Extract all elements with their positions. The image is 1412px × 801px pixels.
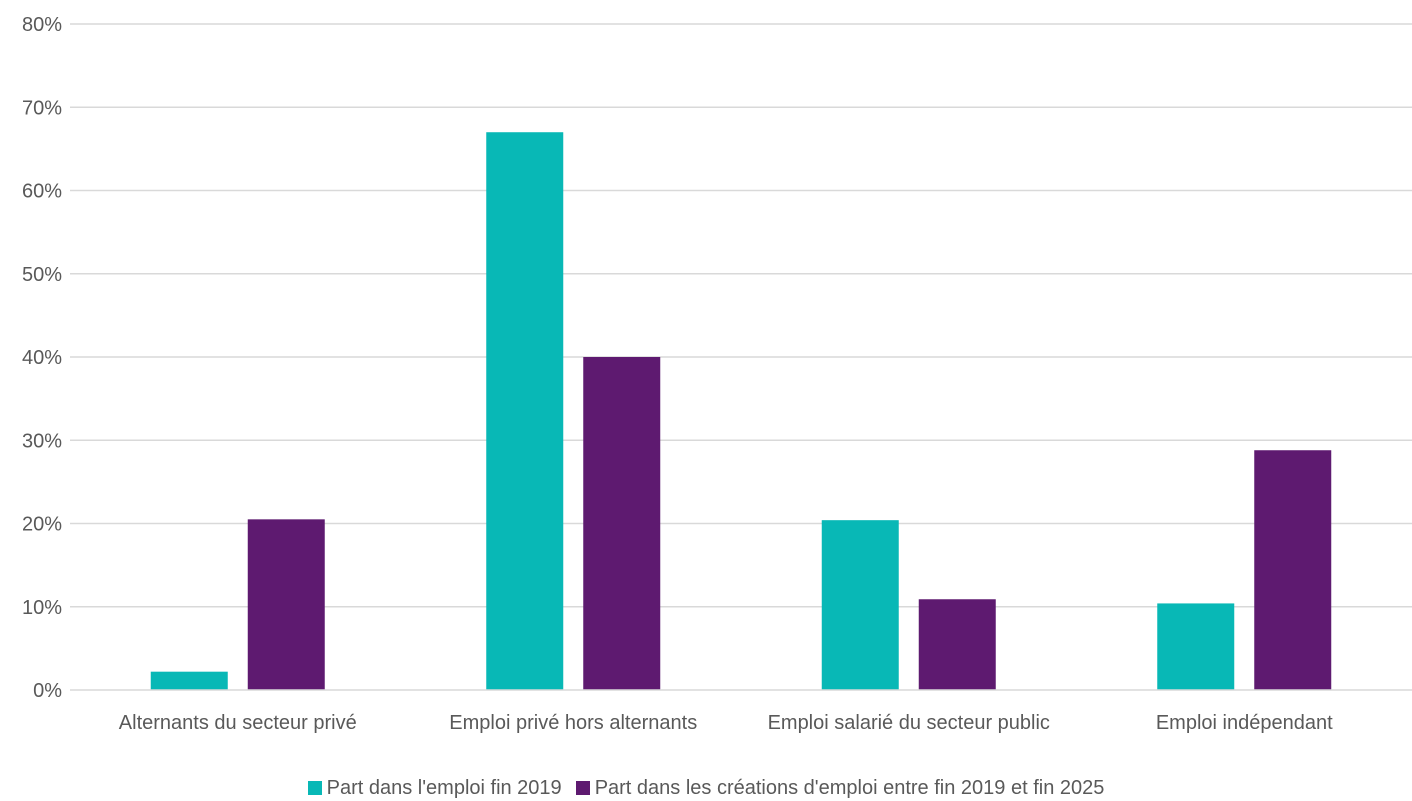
bar-series-1 — [150, 671, 228, 690]
legend-swatch-series-1 — [307, 781, 322, 795]
y-tick-label: 10% — [22, 597, 62, 619]
bar-chart: 0% 10% 20% 30% 40% 50% 60% 70% 80% Alternants du… — [22, 14, 1412, 734]
x-category-label: Emploi indépendant — [1156, 712, 1333, 734]
y-tick-label: 70% — [22, 97, 62, 119]
x-category-label: Emploi privé hors alternants — [449, 712, 697, 734]
legend-item-series-2: Part dans les créations d'emploi entre f… — [575, 776, 1105, 800]
legend-label-series-2: Part dans les créations d'emploi entre f… — [594, 777, 1105, 799]
y-tick-label: 40% — [22, 347, 62, 369]
bar-series-2 — [918, 599, 996, 690]
legend: Part dans l'emploi fin 2019 Part dans le… — [0, 776, 1412, 800]
bar-series-1 — [486, 132, 564, 691]
bar-series-1 — [821, 520, 899, 690]
y-tick-label: 30% — [22, 430, 62, 452]
bar-series-2 — [247, 519, 325, 690]
y-tick-label: 20% — [22, 514, 62, 536]
bar-series-2 — [583, 357, 661, 690]
y-tick-label: 50% — [22, 264, 62, 286]
bar-series-2 — [1254, 450, 1332, 690]
legend-label-series-1: Part dans l'emploi fin 2019 — [326, 777, 562, 799]
y-tick-label: 0% — [33, 680, 62, 702]
x-category-label: Emploi salarié du secteur public — [768, 712, 1050, 734]
y-axis-ticks: 0% 10% 20% 30% 40% 50% 60% 70% 80% — [22, 14, 62, 702]
bars — [150, 132, 1332, 691]
x-category-label: Alternants du secteur privé — [119, 712, 357, 734]
y-tick-label: 60% — [22, 181, 62, 203]
y-tick-label: 80% — [22, 14, 62, 36]
legend-item-series-1: Part dans l'emploi fin 2019 — [307, 776, 562, 800]
bar-series-1 — [1157, 603, 1235, 690]
legend-swatch-series-2 — [575, 781, 590, 795]
x-axis-labels: Alternants du secteur privé Emploi privé … — [119, 712, 1333, 734]
